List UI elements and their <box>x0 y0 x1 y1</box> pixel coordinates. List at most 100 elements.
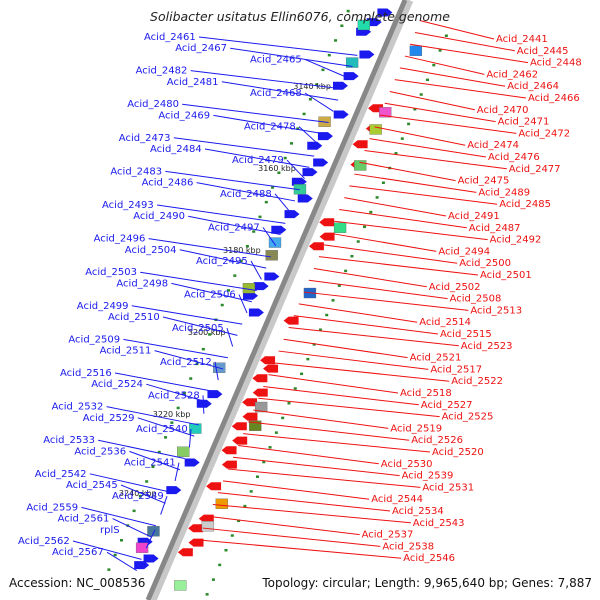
forward-gene-arrow <box>359 50 375 59</box>
reverse-leader-line <box>278 350 429 370</box>
forward-leader-line <box>171 282 252 303</box>
scale-tick <box>268 446 272 449</box>
forward-leader-line <box>137 417 195 437</box>
scale-tick <box>164 436 168 439</box>
reverse-gene-arrow <box>188 538 204 547</box>
reverse-leader-line <box>339 208 467 229</box>
forward-gene-label: Acid_2509 <box>68 334 120 345</box>
forward-gene-label: Acid_2503 <box>85 267 137 278</box>
scale-tick <box>249 490 253 493</box>
reverse-gene-arrow <box>319 232 335 241</box>
reverse-gene-label: Acid_2466 <box>528 93 580 104</box>
feature-block <box>215 498 228 509</box>
scale-tick <box>258 215 262 219</box>
forward-gene-label: Acid_2542 <box>35 469 87 480</box>
reverse-leader-line <box>313 267 427 288</box>
reverse-gene-label: Acid_2472 <box>518 128 570 139</box>
forward-leader-line <box>131 305 243 325</box>
forward-gene-label: Acid_2480 <box>127 99 179 110</box>
forward-gene-label: Acid_2483 <box>110 166 162 177</box>
scale-tick <box>312 343 316 346</box>
reverse-gene-label: Acid_2523 <box>461 341 513 352</box>
reverse-leader-line <box>258 397 440 418</box>
kbp-tick-label: 3140 kbp <box>293 82 331 91</box>
forward-gene-arrow <box>284 210 300 219</box>
reverse-gene-label: Acid_2501 <box>480 270 532 281</box>
forward-gene-label: Acid_2467 <box>175 43 227 54</box>
forward-gene-arrow <box>366 18 382 27</box>
forward-leader-line <box>188 215 281 236</box>
scale-tick <box>220 303 224 307</box>
forward-leader-line <box>262 227 277 247</box>
reverse-leader-line <box>263 385 419 406</box>
feature-block <box>369 124 382 135</box>
reverse-gene-label: Acid_2530 <box>381 459 433 470</box>
reverse-leader-line <box>217 492 391 512</box>
forward-leader-line <box>298 126 320 146</box>
forward-leader-line <box>214 361 219 381</box>
scale-tick <box>375 196 379 199</box>
reverse-gene-label: Acid_2517 <box>430 364 482 375</box>
reverse-leader-line <box>288 326 459 347</box>
scale-tick <box>315 83 319 86</box>
feature-block <box>177 446 190 457</box>
scale-tick <box>201 347 205 351</box>
scale-tick <box>224 548 228 552</box>
kbp-tick-label: 3160 kbp <box>258 164 296 173</box>
forward-leader-line <box>114 372 214 392</box>
reverse-leader-line <box>283 338 408 359</box>
reverse-gene-label: Acid_2525 <box>442 412 494 423</box>
forward-gene-label: Acid_2495 <box>196 256 248 267</box>
feature-block <box>249 420 262 431</box>
forward-gene-label: Acid_2533 <box>43 435 95 446</box>
reverse-gene-label: Acid_2475 <box>458 176 510 187</box>
forward-gene-label: Acid_2484 <box>150 144 202 155</box>
reverse-leader-line <box>202 527 381 547</box>
scale-tick <box>400 137 404 140</box>
reverse-gene-label: Acid_2441 <box>496 34 548 45</box>
forward-leader-line <box>129 450 181 471</box>
reverse-gene-label: Acid_2477 <box>509 164 561 175</box>
forward-gene-label: Acid_2524 <box>91 379 143 390</box>
scale-tick <box>245 245 249 248</box>
forward-gene-arrow <box>196 399 212 408</box>
scale-tick <box>344 269 348 273</box>
reverse-gene-arrow <box>242 412 258 421</box>
reverse-gene-label: Acid_2474 <box>467 140 519 151</box>
forward-leader-line <box>89 473 171 493</box>
forward-leader-line <box>106 551 137 571</box>
reverse-gene-label: Acid_2494 <box>438 246 490 257</box>
forward-leader-line <box>160 496 168 515</box>
reverse-gene-label: Acid_2534 <box>392 506 444 517</box>
scale-tick <box>132 509 136 513</box>
forward-leader-line <box>198 36 358 56</box>
scale-tick <box>195 362 199 366</box>
forward-gene-label: Acid_2481 <box>167 77 219 88</box>
reverse-leader-line <box>329 232 437 252</box>
scale-tick <box>363 225 367 229</box>
forward-gene-label: Acid_2541 <box>124 458 176 469</box>
scale-tick <box>230 534 234 537</box>
reverse-leader-line <box>384 102 496 123</box>
forward-gene-label: Acid_2498 <box>116 278 168 289</box>
forward-gene-label: Acid_2497 <box>208 222 260 233</box>
scale-tick <box>107 568 111 571</box>
reverse-leader-line <box>273 362 450 382</box>
scale-tick <box>306 357 310 361</box>
scale-tick <box>318 328 322 331</box>
forward-gene-label: Acid_2496 <box>94 234 146 245</box>
forward-gene-arrow <box>313 158 329 167</box>
forward-leader-line <box>226 328 234 347</box>
reverse-leader-line <box>334 220 488 241</box>
forward-gene-label: Acid_2562 <box>18 536 70 547</box>
reverse-gene-arrow <box>232 436 248 445</box>
reverse-gene-label: Acid_2471 <box>498 117 550 128</box>
scale-tick <box>119 539 123 542</box>
feature-block <box>265 250 278 261</box>
forward-gene-label: Acid_2469 <box>158 110 210 121</box>
forward-gene-arrow <box>264 272 280 281</box>
reverse-gene-label: Acid_2491 <box>448 211 500 222</box>
reverse-gene-arrow <box>231 422 247 431</box>
forward-gene-label: Acid_2486 <box>142 178 194 189</box>
forward-gene-label: Acid_2540 <box>136 424 188 435</box>
